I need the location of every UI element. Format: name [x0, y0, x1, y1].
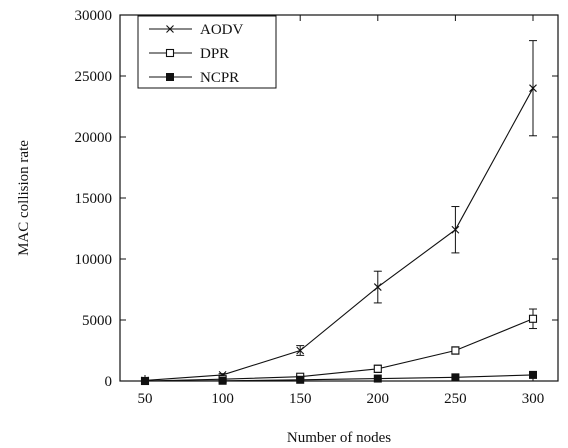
data-point: [373, 374, 382, 383]
x-tick-label: 50: [138, 391, 153, 407]
y-tick-label: 5000: [82, 313, 112, 329]
y-tick-label: 15000: [75, 191, 113, 207]
legend-marker-stroke-b: [166, 25, 174, 33]
legend-item-dpr: DPR: [149, 46, 229, 62]
legend-marker: [166, 25, 174, 33]
legend-marker: [165, 48, 175, 58]
data-point: [451, 373, 460, 382]
y-tick-label: 20000: [75, 130, 113, 146]
data-point: [451, 346, 460, 355]
x-tick-label: 150: [289, 391, 312, 407]
data-point: [529, 84, 537, 93]
y-axis-title: MAC collision rate: [16, 140, 32, 256]
y-tick-label: 10000: [75, 252, 113, 268]
x-tick-label: 200: [367, 391, 390, 407]
series-aodv: [141, 40, 537, 385]
data-point-stroke-b: [373, 283, 382, 291]
data-point-stroke-b: [529, 84, 537, 93]
series-dpr: [140, 308, 538, 386]
legend-label: DPR: [200, 46, 229, 62]
x-tick-label: 300: [522, 391, 545, 407]
y-tick-label: 25000: [75, 69, 113, 85]
data-point-stroke-b: [296, 346, 305, 355]
data-point: [373, 283, 382, 291]
legend-label: AODV: [200, 22, 243, 38]
legend-item-ncpr: NCPR: [149, 70, 239, 86]
x-tick-label: 250: [444, 391, 467, 407]
legend-label: NCPR: [200, 70, 239, 86]
axis-ticks: 50 100 150 200 250 300 0 5000 10000 15000 20000 250…: [75, 8, 558, 407]
data-point: [529, 370, 537, 379]
series-line: [144, 374, 534, 382]
series-line: [144, 87, 534, 381]
y-tick-label: 30000: [75, 8, 113, 24]
legend-marker: [166, 73, 174, 81]
data-point: [296, 346, 305, 355]
x-axis-title: Number of nodes: [287, 430, 391, 446]
legend-item-aodv: AODV: [149, 22, 243, 38]
data-point: [218, 376, 227, 385]
x-tick-label: 100: [211, 391, 234, 407]
data-point: [296, 375, 305, 384]
data-point: [141, 377, 149, 385]
data-point: [528, 314, 538, 323]
legend: AODV DPR NCPR: [137, 15, 277, 89]
y-tick-label: 0: [105, 374, 113, 390]
data-point-stroke-b: [451, 225, 460, 234]
series-ncpr: [141, 370, 537, 385]
series-line: [144, 318, 534, 382]
series-layer: [140, 40, 538, 386]
data-point: [373, 364, 382, 373]
legend-box: [137, 15, 277, 89]
data-point: [451, 225, 460, 234]
